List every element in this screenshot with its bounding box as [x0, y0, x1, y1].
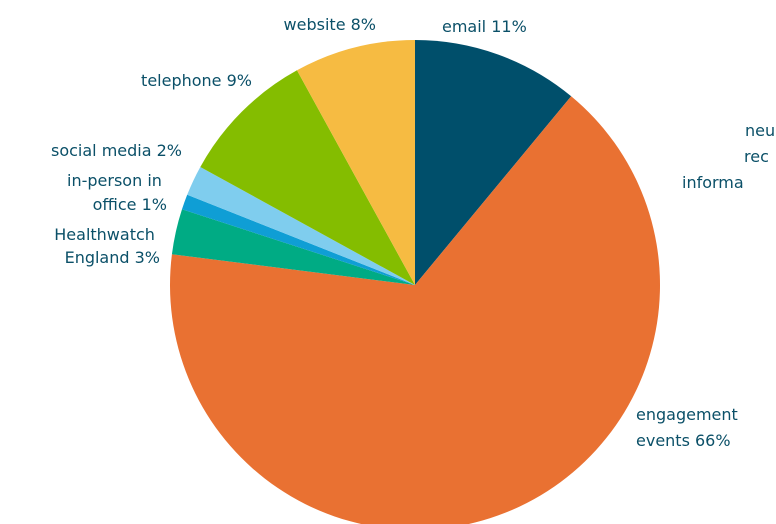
pie-slice-7 [296, 40, 415, 285]
pie-slice-5 [187, 166, 415, 285]
label-telephone: telephone 9% [141, 71, 252, 90]
label-healthwatch-england: Healthwatch England 3% [54, 225, 160, 267]
label-social-media: social media 2% [51, 141, 182, 160]
pie-labels: email 11% neu rec informa engagement eve… [51, 15, 776, 450]
pie-slice-3 [171, 209, 415, 285]
pie-slice-6 [200, 70, 415, 285]
label-neutral-request: neu rec informa [682, 121, 776, 192]
label-website: website 8% [284, 15, 376, 34]
pie-slice-4 [181, 194, 415, 285]
label-email: email 11% [442, 17, 527, 36]
pie-slice-0 [415, 40, 572, 285]
label-engagement-events: engagement events 66% [636, 405, 743, 450]
pie-slices [170, 40, 660, 524]
label-in-person: in-person in office 1% [67, 171, 167, 214]
pie-slice-2 [170, 96, 660, 524]
